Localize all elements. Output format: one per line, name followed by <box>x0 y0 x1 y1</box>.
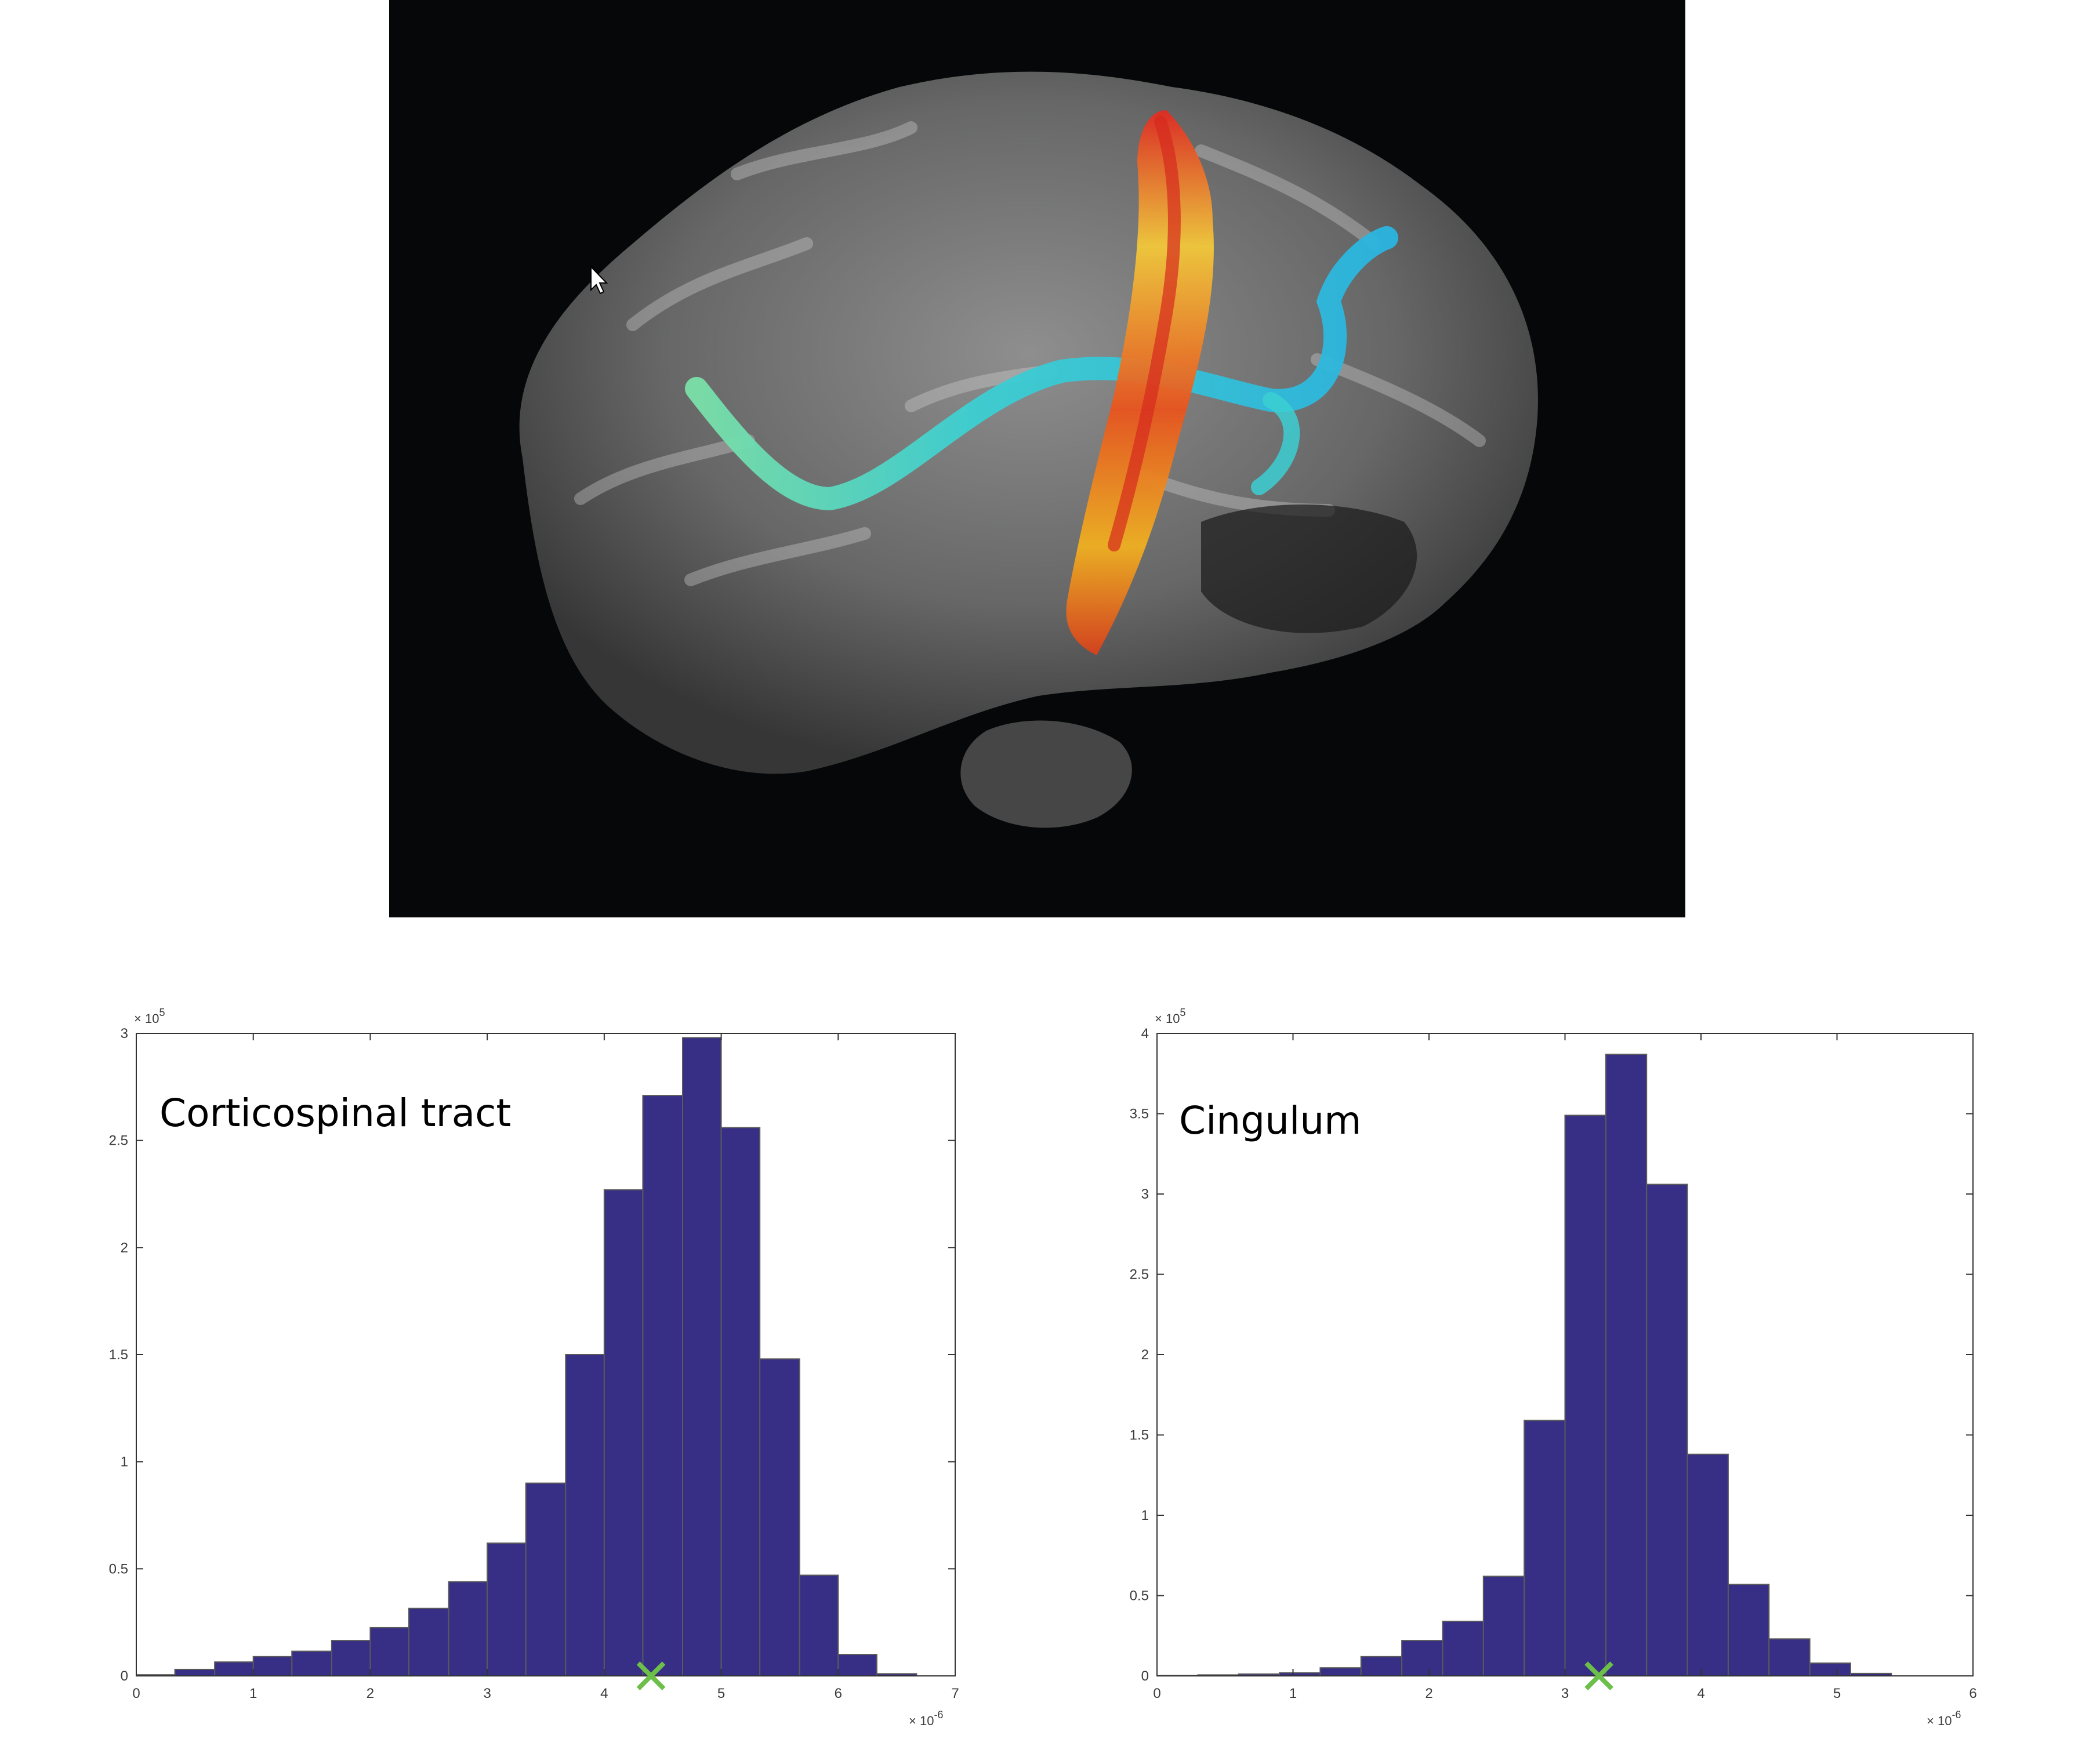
y-tick-label: 1.5 <box>1130 1428 1149 1443</box>
x-tick-label: 4 <box>600 1686 608 1701</box>
x-tick-label: 0 <box>132 1686 140 1701</box>
x-tick-label: 2 <box>1425 1686 1432 1701</box>
histogram-bar <box>1442 1620 1484 1676</box>
histogram-bar <box>369 1627 409 1677</box>
histogram-bar <box>759 1358 800 1676</box>
x-tick-label: 0 <box>1153 1686 1160 1701</box>
y-tick-label: 0 <box>1141 1668 1149 1684</box>
x-tick-label: 6 <box>835 1686 842 1701</box>
histogram-bar <box>487 1543 527 1676</box>
histogram-bar <box>1564 1115 1606 1676</box>
histogram-bar <box>837 1654 877 1676</box>
median-marker <box>1584 1661 1613 1690</box>
x-tick-label: 7 <box>951 1686 959 1701</box>
mouse-cursor-icon <box>590 265 608 295</box>
y-multiplier-label: × 105 <box>1155 1007 1185 1026</box>
x-multiplier-label: × 10-6 <box>1927 1709 1961 1728</box>
x-tick-label: 5 <box>717 1686 725 1701</box>
cerebellum <box>960 720 1132 828</box>
tick-marks <box>136 1033 956 1676</box>
cortex-surface <box>519 71 1538 774</box>
histogram-bar <box>799 1574 839 1676</box>
chart-title: Cingulum <box>1179 1098 1361 1143</box>
histogram-bar <box>1646 1184 1688 1676</box>
histogram-bars <box>136 1037 917 1677</box>
y-tick-label: 2 <box>121 1240 128 1255</box>
histogram-bar <box>525 1482 567 1676</box>
x-tick-label: 5 <box>1833 1686 1841 1701</box>
histogram-bar <box>214 1661 254 1676</box>
y-tick-label: 1 <box>1141 1508 1149 1523</box>
histogram-bar <box>331 1640 371 1677</box>
histogram-bar <box>1319 1667 1362 1677</box>
x-tick-label: 2 <box>367 1686 374 1701</box>
y-tick-label: 1 <box>121 1454 128 1470</box>
brain-tractography-image <box>389 0 1685 917</box>
histogram-bar <box>448 1581 488 1677</box>
histogram-bar <box>642 1095 684 1676</box>
x-tick-labels: 0 1 2 3 4 5 6 7 <box>132 1686 959 1701</box>
marker-stroke <box>636 1661 666 1690</box>
histogram-bar <box>252 1656 293 1677</box>
y-tick-label: 3 <box>1141 1186 1149 1202</box>
histogram-bar <box>1401 1640 1443 1677</box>
x-tick-label: 1 <box>1289 1686 1297 1701</box>
histogram-bar <box>720 1127 761 1677</box>
histogram-bar <box>174 1668 216 1677</box>
y-multiplier-label: × 105 <box>134 1007 165 1026</box>
marker-stroke <box>1584 1661 1613 1690</box>
histogram-bar <box>682 1037 722 1676</box>
histogram-bar <box>603 1189 644 1676</box>
histogram-bar <box>408 1607 449 1677</box>
histogram-bar <box>291 1650 332 1676</box>
tick-marks <box>1156 1033 1974 1676</box>
y-tick-label: 3 <box>121 1026 128 1041</box>
y-tick-label: 2.5 <box>109 1133 128 1149</box>
histogram-bar <box>1727 1584 1770 1676</box>
y-tick-label: 1.5 <box>109 1347 128 1363</box>
x-tick-label: 1 <box>249 1686 257 1701</box>
y-tick-labels: 0 0.5 1 1.5 2 2.5 3 <box>109 1026 128 1684</box>
histogram-bar <box>1605 1054 1648 1676</box>
histogram-bar <box>1768 1638 1811 1677</box>
median-marker <box>636 1661 666 1690</box>
y-tick-label: 3.5 <box>1130 1106 1149 1122</box>
histogram-bar <box>1360 1656 1403 1677</box>
histogram-bar <box>1809 1662 1851 1676</box>
histogram-bar <box>1524 1420 1566 1676</box>
histogram-bars <box>1156 1054 1892 1677</box>
y-tick-label: 0 <box>121 1668 128 1684</box>
chart-title: Corticospinal tract <box>159 1091 511 1135</box>
histogram-bar <box>1482 1576 1525 1677</box>
y-tick-label: 2.5 <box>1130 1267 1149 1283</box>
y-tick-label: 0.5 <box>1130 1588 1149 1604</box>
histogram-corticospinal: 0 0.5 1 1.5 2 2.5 3 0 1 2 3 4 5 6 7 × 105 × 10-6 Cort… <box>87 1003 986 1728</box>
histogram-cingulum: 0 0.5 1 1.5 2 2.5 3 3.5 4 0 1 2 3 4 5 6 × 105 × 10-6 C… <box>1105 1003 2004 1728</box>
x-tick-labels: 0 1 2 3 4 5 6 <box>1153 1686 1976 1701</box>
histogram-bar <box>565 1354 605 1676</box>
y-tick-label: 4 <box>1141 1026 1149 1041</box>
x-tick-label: 4 <box>1697 1686 1704 1701</box>
x-multiplier-label: × 10-6 <box>909 1709 943 1728</box>
x-tick-label: 3 <box>483 1686 491 1701</box>
x-tick-label: 6 <box>1969 1686 1976 1701</box>
y-tick-label: 0.5 <box>109 1561 128 1577</box>
y-tick-labels: 0 0.5 1 1.5 2 2.5 3 3.5 4 <box>1130 1026 1149 1684</box>
x-tick-label: 3 <box>1561 1686 1569 1701</box>
y-tick-label: 2 <box>1141 1347 1149 1363</box>
histogram-bar <box>1686 1453 1729 1676</box>
